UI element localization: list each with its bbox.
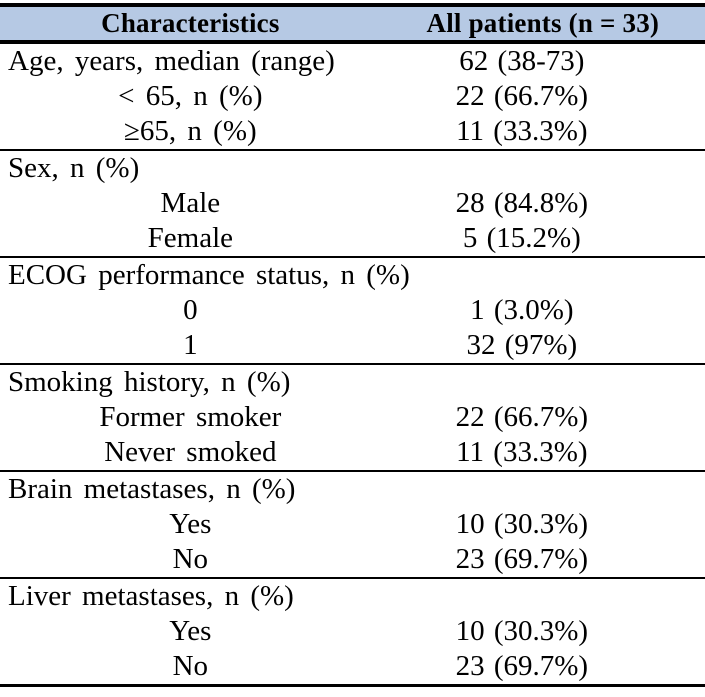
row-value: 23 (69.7%) xyxy=(455,543,589,575)
table-section: Sex, n (%) Male 28 (84.8%) Female 5 (15.2%) xyxy=(0,149,705,256)
row-label: < 65, n (%) xyxy=(118,80,263,112)
table-row: Former smoker 22 (66.7%) xyxy=(0,400,705,435)
row-value: 1 (3.0%) xyxy=(470,294,574,326)
table-row: No 23 (69.7%) xyxy=(0,542,705,577)
row-label: Former smoker xyxy=(99,401,282,433)
row-value: 22 (66.7%) xyxy=(455,401,589,433)
table-row: ECOG performance status, n (%) xyxy=(0,258,705,293)
row-label: Liver metastases, n (%) xyxy=(8,580,294,612)
row-value: 23 (69.7%) xyxy=(455,650,589,682)
table-section: Age, years, median (range) 62 (38-73) < 65… xyxy=(0,44,705,149)
row-label: No xyxy=(172,650,209,682)
row-label: Never smoked xyxy=(104,436,277,468)
table-section: Smoking history, n (%) Former smoker 22 (6… xyxy=(0,363,705,470)
row-value: 10 (30.3%) xyxy=(455,508,589,540)
row-value: 62 (38-73) xyxy=(459,45,585,77)
table-row: Yes 10 (30.3%) xyxy=(0,614,705,649)
row-value: 11 (33.3%) xyxy=(456,436,588,468)
table-row: Brain metastases, n (%) xyxy=(0,472,705,507)
table-row: Liver metastases, n (%) xyxy=(0,579,705,614)
row-label: ≥65, n (%) xyxy=(124,115,257,147)
table-row: Smoking history, n (%) xyxy=(0,365,705,400)
table-row: Never smoked 11 (33.3%) xyxy=(0,435,705,470)
row-label: Sex, n (%) xyxy=(8,152,140,184)
table-row: < 65, n (%) 22 (66.7%) xyxy=(0,79,705,114)
row-label: 0 xyxy=(183,294,198,326)
table-row: Yes 10 (30.3%) xyxy=(0,507,705,542)
row-value: 5 (15.2%) xyxy=(462,222,581,254)
row-value: 11 (33.3%) xyxy=(456,115,588,147)
table-row: 1 32 (97%) xyxy=(0,328,705,363)
row-label: Yes xyxy=(169,508,212,540)
row-value: 10 (30.3%) xyxy=(455,615,589,647)
row-label: ECOG performance status, n (%) xyxy=(8,259,410,291)
row-label: Brain metastases, n (%) xyxy=(8,473,296,505)
row-label: Yes xyxy=(169,615,212,647)
table-body: Age, years, median (range) 62 (38-73) < 65… xyxy=(0,44,705,684)
row-label: Female xyxy=(147,222,234,254)
row-label: No xyxy=(172,543,209,575)
row-label: Age, years, median (range) xyxy=(8,45,335,77)
column-header-characteristics: Characteristics xyxy=(101,8,280,38)
row-label: Smoking history, n (%) xyxy=(8,366,291,398)
table-row: Sex, n (%) xyxy=(0,151,705,186)
table-section: ECOG performance status, n (%) 0 1 (3.0%) 1… xyxy=(0,256,705,363)
table-header-row: Characteristics All patients (n = 33) xyxy=(0,7,705,44)
table-row: No 23 (69.7%) xyxy=(0,649,705,684)
row-value: 32 (97%) xyxy=(466,329,578,361)
table-row: Age, years, median (range) 62 (38-73) xyxy=(0,44,705,79)
table-section: Brain metastases, n (%) Yes 10 (30.3%) No 23… xyxy=(0,470,705,577)
table-row: ≥65, n (%) 11 (33.3%) xyxy=(0,114,705,149)
patient-characteristics-table: Characteristics All patients (n = 33) Ag… xyxy=(0,3,705,687)
row-value: 28 (84.8%) xyxy=(455,187,589,219)
column-header-all-patients: All patients (n = 33) xyxy=(426,8,660,38)
table-row: Male 28 (84.8%) xyxy=(0,186,705,221)
row-label: Male xyxy=(160,187,221,219)
table-row: Female 5 (15.2%) xyxy=(0,221,705,256)
row-label: 1 xyxy=(183,329,198,361)
table-row: 0 1 (3.0%) xyxy=(0,293,705,328)
row-value: 22 (66.7%) xyxy=(455,80,589,112)
table-section: Liver metastases, n (%) Yes 10 (30.3%) No 23… xyxy=(0,577,705,684)
